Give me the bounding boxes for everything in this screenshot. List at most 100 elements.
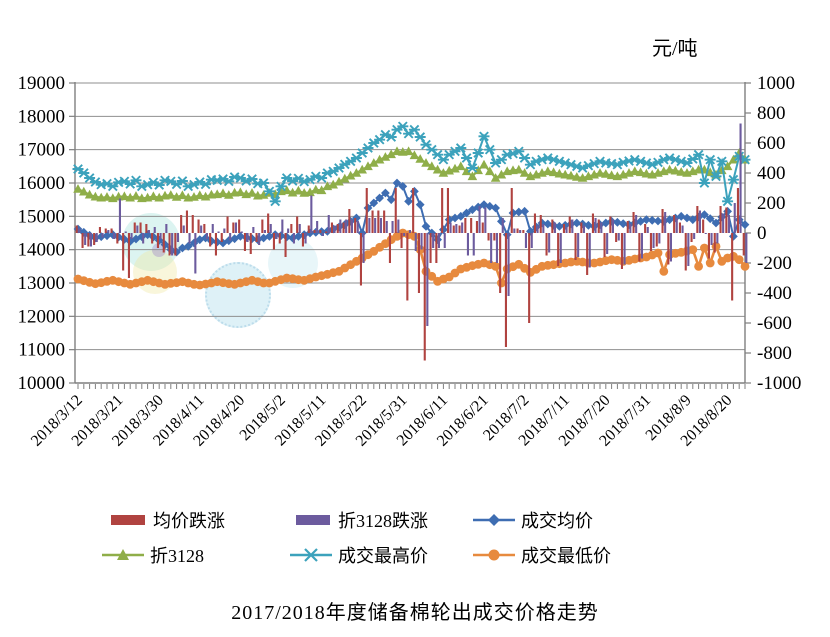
change-bar: [733, 203, 736, 233]
change-bar: [246, 233, 249, 242]
price-trend-chart: 19000 18000 17000 16000 15000 14000 13000 12000…: [18, 73, 802, 450]
change-bar: [449, 222, 452, 233]
change-bar: [568, 216, 571, 233]
y-left-tick-label: 10000: [18, 373, 66, 394]
change-bar: [377, 210, 380, 233]
change-bar: [678, 222, 681, 233]
change-bar: [487, 233, 490, 241]
change-bar: [519, 230, 522, 233]
change-bar: [348, 209, 351, 233]
change-bar: [365, 188, 368, 233]
change-bar: [325, 231, 328, 233]
change-bar: [269, 224, 272, 233]
change-bar: [406, 233, 409, 301]
change-bar: [75, 225, 78, 233]
change-bar: [652, 233, 655, 248]
change-bar: [635, 215, 638, 233]
change-bar: [574, 233, 577, 260]
change-bar: [559, 233, 562, 263]
change-bar: [464, 218, 467, 233]
change-bar: [133, 222, 136, 233]
change-bar: [151, 233, 154, 244]
legend-item-3128-price: 折3128: [101, 545, 204, 566]
y-right-tick-label: 0: [757, 223, 767, 244]
change-bar: [107, 230, 110, 233]
change-bar: [696, 206, 699, 233]
change-bar: [658, 233, 661, 244]
change-bar: [542, 224, 545, 233]
change-bar: [553, 222, 556, 233]
change-bar: [249, 233, 252, 254]
change-bar: [507, 233, 510, 296]
change-bar: [629, 224, 632, 233]
change-bar: [675, 218, 678, 233]
change-bar: [87, 233, 90, 247]
change-bar: [292, 233, 295, 244]
change-bar: [403, 233, 406, 236]
change-bar: [95, 233, 98, 242]
change-bar: [435, 233, 438, 263]
change-bar: [594, 218, 597, 233]
change-bar: [191, 215, 194, 233]
change-bar: [142, 233, 145, 244]
change-bar: [609, 216, 612, 233]
change-bar: [707, 233, 710, 259]
change-bar: [116, 233, 119, 244]
change-bar: [385, 221, 388, 233]
change-bar: [371, 210, 374, 233]
change-bar: [600, 222, 603, 233]
change-bar: [281, 219, 284, 233]
change-bar: [690, 233, 693, 242]
change-bar: [588, 233, 591, 268]
change-bar: [307, 225, 310, 233]
change-bar: [226, 216, 229, 233]
change-bar: [722, 213, 725, 233]
change-bar: [214, 233, 217, 256]
change-bar: [702, 219, 705, 233]
change-bar: [136, 225, 139, 233]
change-bar: [165, 224, 168, 233]
change-bar: [298, 224, 301, 233]
change-bar: [731, 233, 734, 301]
change-bar: [156, 233, 159, 248]
legend-item-avg-price: 成交均价: [472, 510, 593, 531]
change-bar: [470, 218, 473, 233]
change-bar: [499, 233, 502, 293]
legend-label: 折3128跌涨: [338, 511, 428, 531]
change-bar: [356, 221, 359, 233]
change-bar: [350, 219, 353, 233]
legend-label: 均价跌涨: [153, 511, 225, 531]
change-bar: [664, 212, 667, 233]
change-bar: [571, 219, 574, 233]
y-right-tick-label: 200: [757, 193, 786, 214]
change-bar: [501, 218, 504, 233]
change-bar: [698, 210, 701, 233]
legend-label: 成交最低价: [521, 546, 611, 566]
change-bar: [89, 233, 92, 247]
change-bar: [606, 233, 609, 254]
y-right-tick-label: -400: [757, 283, 792, 304]
change-bar: [644, 224, 647, 233]
change-bar: [78, 228, 81, 233]
change-bar: [313, 230, 316, 233]
change-bar: [524, 233, 527, 248]
change-bar: [383, 210, 386, 233]
y-right-tick-label: -1000: [757, 373, 801, 394]
legend-label: 成交最高价: [338, 546, 428, 566]
change-bar: [203, 224, 206, 233]
change-bar: [278, 233, 281, 244]
change-bar: [661, 209, 664, 233]
change-bar: [110, 228, 113, 233]
x-marker-line-icon: [290, 548, 332, 562]
y-right-tick-label: -200: [757, 253, 792, 274]
change-bar: [362, 233, 365, 263]
change-bar: [394, 188, 397, 233]
legend-item-3128-change: 折3128跌涨: [293, 510, 428, 531]
change-bar: [118, 198, 121, 233]
change-bar: [197, 219, 200, 233]
y-right-tick-label: 400: [757, 163, 786, 184]
change-bar: [275, 233, 278, 239]
change-bar: [684, 233, 687, 271]
change-bar: [81, 233, 84, 248]
